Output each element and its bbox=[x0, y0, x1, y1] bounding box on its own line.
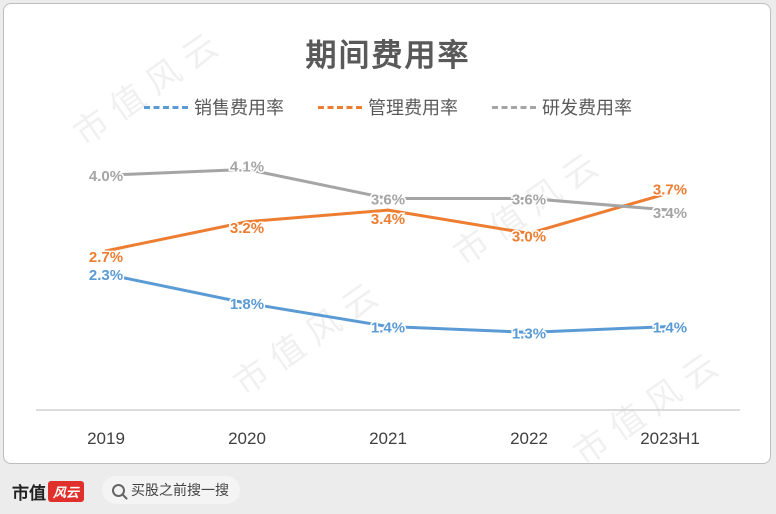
data-label: 3.7% bbox=[653, 182, 687, 199]
legend-label-admin: 管理费用率 bbox=[368, 98, 458, 118]
x-tick-label: 2020 bbox=[228, 429, 266, 448]
data-label: 3.4% bbox=[371, 211, 405, 228]
legend-item-admin: 管理费用率 bbox=[318, 94, 458, 120]
data-point bbox=[386, 196, 390, 200]
search-icon bbox=[112, 483, 125, 497]
legend-item-rnd: 研发费用率 bbox=[492, 94, 632, 120]
data-point bbox=[386, 325, 390, 329]
data-point bbox=[668, 325, 672, 329]
search-label: 买股之前搜一搜 bbox=[131, 482, 229, 498]
data-point bbox=[668, 208, 672, 212]
data-label: 4.0% bbox=[89, 168, 123, 185]
chart-title: 期间费用率 bbox=[305, 38, 471, 73]
data-point bbox=[104, 173, 108, 177]
data-point bbox=[386, 208, 390, 212]
legend-swatch-admin bbox=[318, 105, 362, 109]
data-point bbox=[527, 330, 531, 334]
data-point bbox=[527, 196, 531, 200]
line-chart: 2019 2020 2021 2022 2023H1 2.3% 1.8% 1.4% 1.3% 1.… bbox=[36, 157, 740, 448]
x-tick-label: 2023H1 bbox=[640, 429, 700, 448]
data-label: 3.2% bbox=[230, 220, 264, 237]
legend-label-sales: 销售费用率 bbox=[194, 98, 284, 118]
data-label: 3.0% bbox=[512, 228, 546, 245]
brand-logo: 市值 风云 bbox=[12, 479, 85, 504]
data-label: 3.4% bbox=[653, 205, 687, 222]
data-label: 2.3% bbox=[89, 267, 123, 284]
chart-legend: 销售费用率 管理费用率 研发费用率 bbox=[0, 94, 776, 120]
data-point bbox=[104, 249, 108, 253]
brand-mark: 风云 bbox=[48, 481, 85, 502]
data-point bbox=[668, 191, 672, 195]
data-label: 1.3% bbox=[512, 325, 546, 342]
x-tick-label: 2022 bbox=[510, 429, 548, 448]
data-point bbox=[245, 167, 249, 171]
data-label: 1.4% bbox=[653, 320, 687, 337]
legend-swatch-sales bbox=[144, 105, 188, 109]
chart-card bbox=[3, 3, 771, 464]
data-label: 1.4% bbox=[371, 320, 405, 337]
brand-text: 市值 bbox=[12, 484, 46, 503]
legend-label-rnd: 研发费用率 bbox=[542, 98, 632, 118]
data-label: 3.6% bbox=[371, 191, 405, 208]
data-label: 2.7% bbox=[89, 249, 123, 266]
data-label: 3.6% bbox=[512, 191, 546, 208]
data-label: 4.1% bbox=[230, 158, 264, 175]
data-point bbox=[245, 220, 249, 224]
footer-bar: 市值 风云 买股之前搜一搜 bbox=[0, 468, 776, 514]
legend-swatch-rnd bbox=[492, 105, 536, 109]
x-tick-label: 2019 bbox=[87, 429, 125, 448]
data-point bbox=[104, 272, 108, 276]
data-point bbox=[245, 301, 249, 305]
data-label: 1.8% bbox=[230, 296, 264, 313]
data-point bbox=[527, 231, 531, 235]
legend-item-sales: 销售费用率 bbox=[144, 94, 284, 120]
x-tick-label: 2021 bbox=[369, 429, 407, 448]
search-box[interactable]: 买股之前搜一搜 bbox=[102, 476, 240, 504]
